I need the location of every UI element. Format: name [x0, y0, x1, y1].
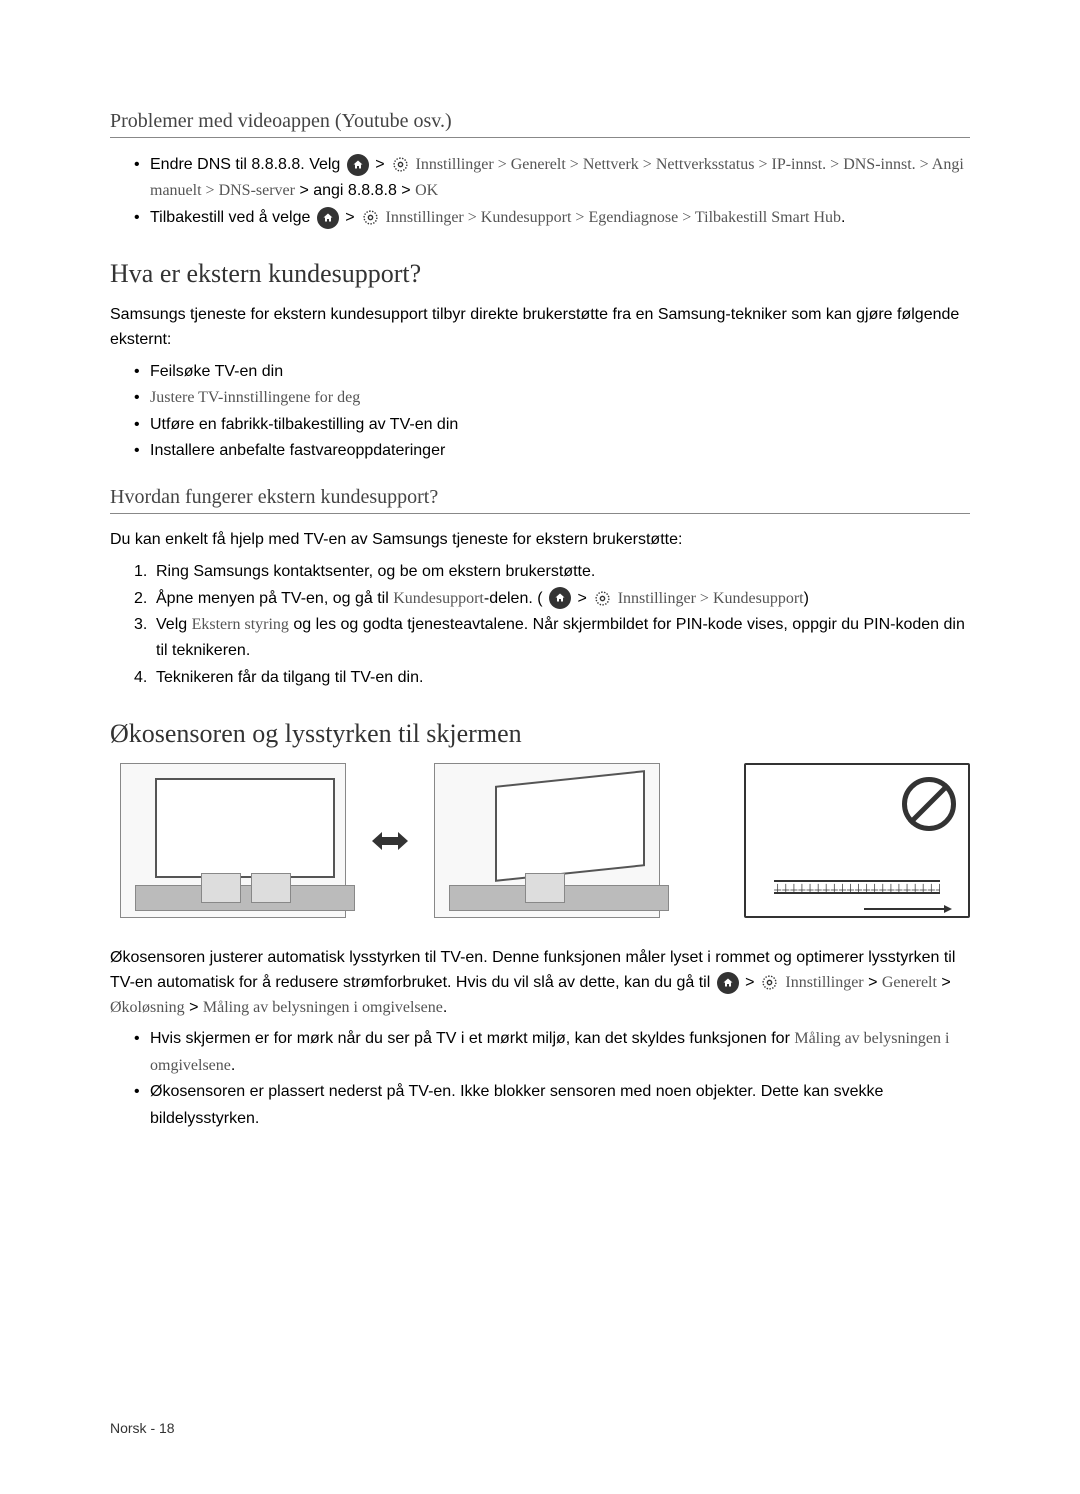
illustration-tv-angle [434, 763, 660, 918]
illustration-tv-front [120, 763, 346, 918]
list-item: Økosensoren er plassert nederst på TV-en… [134, 1079, 970, 1132]
step-4: Teknikeren får da tilgang til TV-en din. [134, 665, 970, 691]
illustration-row [120, 763, 970, 918]
home-icon [549, 587, 571, 609]
heading-video-app-problems: Problemer med videoappen (Youtube osv.) [110, 110, 970, 138]
step-1: Ring Samsungs kontaktsenter, og be om ek… [134, 559, 970, 585]
list-item: Hvis skjermen er for mørk når du ser på … [134, 1026, 970, 1079]
heading-eco-sensor: Økosensoren og lysstyrken til skjermen [110, 719, 970, 749]
li-reset: Tilbakestill ved å velge > Innstillinger… [134, 205, 970, 231]
text: . [443, 999, 447, 1016]
gt: > [375, 156, 389, 173]
text: -delen. ( [484, 590, 543, 607]
gear-icon [761, 974, 779, 992]
text: Økoløsning [110, 999, 185, 1016]
heading-remote-support: Hva er ekstern kundesupport? [110, 259, 970, 289]
double-arrow-icon [370, 763, 410, 918]
text: Innstillinger [785, 974, 863, 991]
keyboard-graphic [774, 880, 940, 894]
text: > angi 8.8.8.8 > [299, 182, 415, 199]
text: Måling av belysningen i omgivelsene [203, 999, 443, 1016]
li-dns-change: Endre DNS til 8.8.8.8. Velg > Innstillin… [134, 152, 970, 205]
gt: > [745, 974, 759, 991]
heading-how-works: Hvordan fungerer ekstern kundesupport? [110, 486, 970, 514]
list-dns: Endre DNS til 8.8.8.8. Velg > Innstillin… [110, 152, 970, 231]
ok-text: OK [415, 182, 438, 199]
text: Innstillinger > Kundesupport [618, 590, 804, 607]
list-remote-support: Feilsøke TV-en din Justere TV-innstillin… [110, 359, 970, 465]
text: Velg [156, 616, 192, 633]
step-3: Velg Ekstern styring og les og godta tje… [134, 612, 970, 665]
steps-list: Ring Samsungs kontaktsenter, og be om ek… [110, 559, 970, 691]
intro-how-works: Du kan enkelt få hjelp med TV-en av Sams… [110, 528, 970, 553]
text: ) [804, 590, 809, 607]
text: Endre DNS til 8.8.8.8. Velg [150, 156, 340, 173]
step-2: Åpne menyen på TV-en, og gå til Kundesup… [134, 586, 970, 612]
text: . [231, 1057, 235, 1074]
text: > [864, 974, 882, 991]
gear-icon [391, 156, 409, 174]
text: Ekstern styring [192, 616, 289, 633]
pen-graphic [864, 908, 944, 910]
text: Hvis skjermen er for mørk når du ser på … [150, 1030, 794, 1047]
intro-remote-support: Samsungs tjeneste for ekstern kundesuppo… [110, 303, 970, 353]
text: > [937, 974, 951, 991]
text: Åpne menyen på TV-en, og gå til [156, 590, 393, 607]
home-icon [347, 154, 369, 176]
list-item: Feilsøke TV-en din [134, 359, 970, 385]
prohibit-icon [902, 777, 956, 831]
list-item: Justere TV-innstillingene for deg [134, 385, 970, 411]
home-icon [717, 972, 739, 994]
text: Kundesupport [393, 590, 484, 607]
gt: > [577, 590, 591, 607]
text: Justere TV-innstillingene for deg [150, 389, 360, 406]
path-text: Innstillinger > Kundesupport > Egendiagn… [386, 209, 841, 226]
text: Tilbakestill ved å velge [150, 209, 315, 226]
home-icon [317, 207, 339, 229]
text: . [841, 209, 845, 226]
illustration-prohibit [744, 763, 970, 918]
text: > [185, 999, 203, 1016]
eco-sensor-notes: Hvis skjermen er for mørk når du ser på … [110, 1026, 970, 1132]
eco-sensor-description: Økosensoren justerer automatisk lysstyrk… [110, 946, 970, 1020]
list-item: Installere anbefalte fastvareoppdatering… [134, 438, 970, 464]
text: Generelt [882, 974, 937, 991]
page-footer: Norsk - 18 [110, 1420, 175, 1436]
list-item: Utføre en fabrikk-tilbakestilling av TV-… [134, 412, 970, 438]
gear-icon [361, 209, 379, 227]
gear-icon [593, 589, 611, 607]
gt: > [345, 209, 359, 226]
